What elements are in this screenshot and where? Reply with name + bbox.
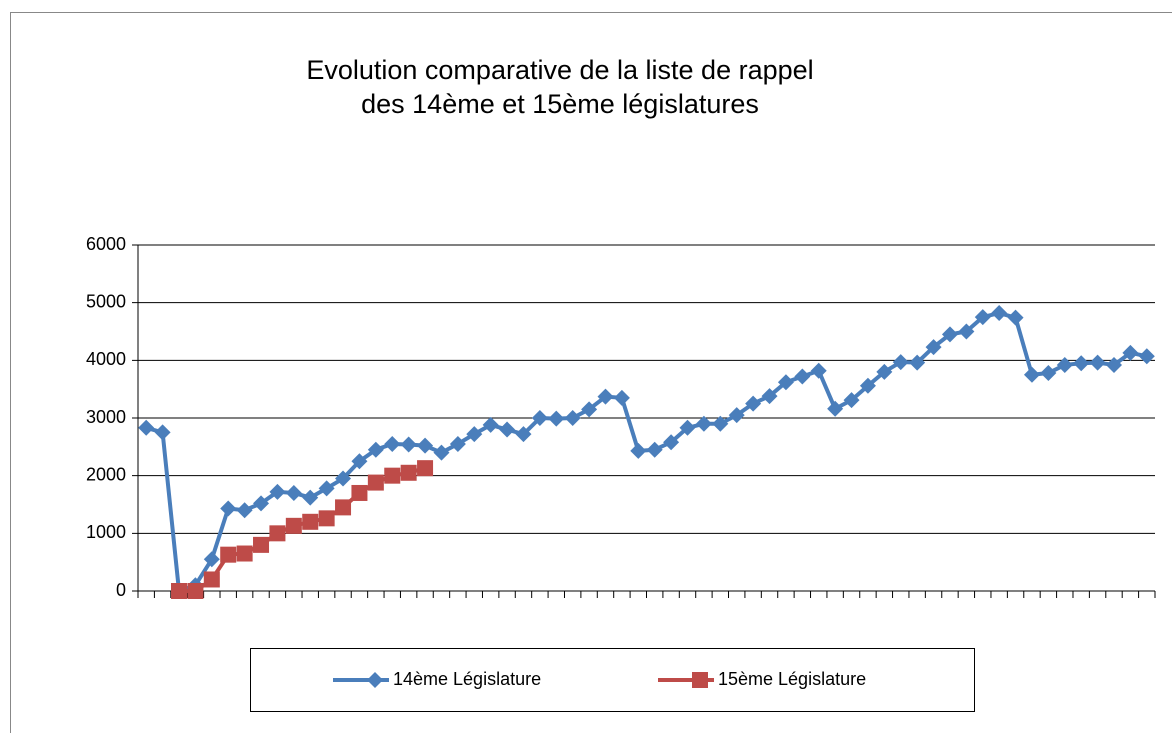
marker — [269, 483, 286, 500]
marker — [384, 467, 401, 484]
marker — [351, 453, 368, 470]
marker — [1007, 309, 1024, 326]
marker — [203, 551, 220, 568]
marker — [794, 368, 811, 385]
marker — [285, 517, 302, 534]
marker — [548, 410, 565, 427]
marker — [679, 419, 696, 436]
marker — [335, 470, 352, 487]
chart-border — [10, 12, 1172, 733]
marker — [1073, 355, 1090, 372]
marker — [351, 484, 368, 501]
marker — [1056, 356, 1073, 373]
marker — [728, 407, 745, 424]
marker — [909, 354, 926, 371]
legend-label: 15ème Législature — [718, 669, 866, 689]
marker — [253, 495, 270, 512]
marker — [843, 392, 860, 409]
marker — [220, 500, 237, 517]
marker — [692, 672, 708, 688]
marker — [646, 441, 663, 458]
marker — [663, 434, 680, 451]
marker — [515, 426, 532, 443]
marker — [187, 583, 204, 599]
marker — [466, 426, 483, 443]
marker — [1089, 354, 1106, 371]
series-line — [179, 466, 426, 593]
marker — [859, 377, 876, 394]
marker — [236, 502, 253, 519]
marker — [269, 525, 286, 542]
marker — [974, 309, 991, 326]
marker — [777, 374, 794, 391]
marker — [941, 326, 958, 343]
marker — [745, 395, 762, 412]
chart-title: des 14ème et 15ème législatures — [361, 89, 759, 119]
marker — [203, 571, 220, 588]
y-tick-label: 5000 — [86, 291, 126, 311]
marker — [810, 362, 827, 379]
chart-title: Evolution comparative de la liste de rap… — [306, 55, 813, 85]
marker — [400, 464, 417, 481]
marker — [876, 363, 893, 380]
marker — [499, 421, 516, 438]
marker — [892, 354, 909, 371]
marker — [1023, 366, 1040, 383]
marker — [367, 672, 383, 688]
marker — [925, 339, 942, 356]
marker — [367, 474, 384, 491]
marker — [236, 545, 253, 562]
marker — [630, 442, 647, 459]
marker — [138, 419, 155, 436]
marker — [171, 583, 188, 599]
marker — [154, 424, 171, 441]
marker — [449, 435, 466, 452]
marker — [712, 415, 729, 432]
marker — [581, 401, 598, 418]
marker — [991, 305, 1008, 322]
marker — [302, 489, 319, 506]
marker — [597, 388, 614, 405]
marker — [695, 415, 712, 432]
marker — [253, 536, 270, 553]
marker — [1105, 356, 1122, 373]
marker — [417, 460, 434, 477]
legend-label: 14ème Législature — [393, 669, 541, 689]
marker — [531, 410, 548, 426]
marker — [417, 437, 434, 454]
y-tick-label: 3000 — [86, 407, 126, 427]
marker — [318, 510, 335, 527]
y-tick-label: 6000 — [86, 234, 126, 254]
marker — [958, 323, 975, 340]
marker — [433, 444, 450, 461]
marker — [335, 499, 352, 516]
marker — [384, 435, 401, 452]
marker — [400, 436, 417, 453]
marker — [613, 389, 630, 406]
marker — [1040, 365, 1057, 382]
marker — [367, 441, 384, 458]
marker — [761, 388, 778, 405]
marker — [285, 484, 302, 501]
y-tick-label: 2000 — [86, 464, 126, 484]
marker — [1138, 348, 1155, 365]
marker — [302, 513, 319, 530]
marker — [564, 410, 581, 426]
marker — [827, 400, 844, 417]
marker — [220, 546, 237, 563]
marker — [482, 416, 499, 433]
marker — [318, 480, 335, 497]
marker — [1122, 344, 1139, 361]
y-tick-label: 0 — [116, 580, 126, 600]
y-tick-label: 1000 — [86, 522, 126, 542]
y-tick-label: 4000 — [86, 349, 126, 369]
